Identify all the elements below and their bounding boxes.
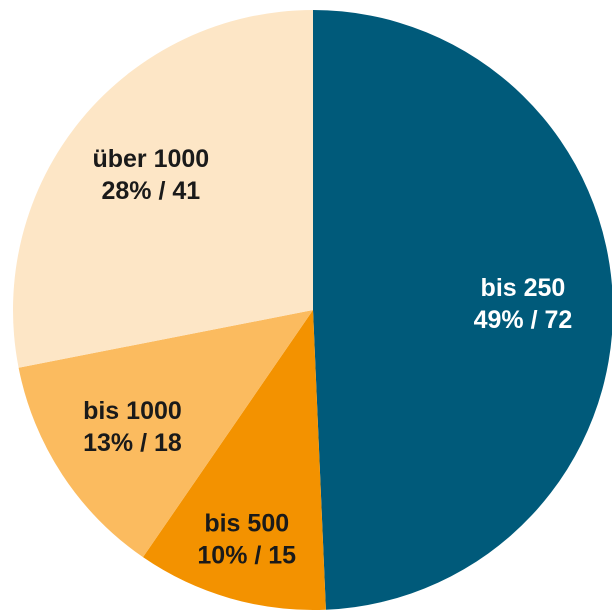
slice-value-label: 49% / 72	[474, 306, 573, 334]
pie-slice	[12, 10, 313, 368]
slice-label: bis 500	[204, 509, 289, 537]
slice-label: über 1000	[92, 145, 209, 173]
slice-value-label: 28% / 41	[102, 177, 201, 205]
slice-label: bis 250	[481, 274, 566, 302]
slice-value-label: 10% / 15	[197, 541, 296, 569]
pie-slice	[313, 10, 612, 610]
slice-value-label: 13% / 18	[83, 429, 182, 457]
pie-slice	[142, 310, 326, 610]
pie-slice	[18, 310, 313, 558]
slice-label: bis 1000	[83, 397, 182, 425]
